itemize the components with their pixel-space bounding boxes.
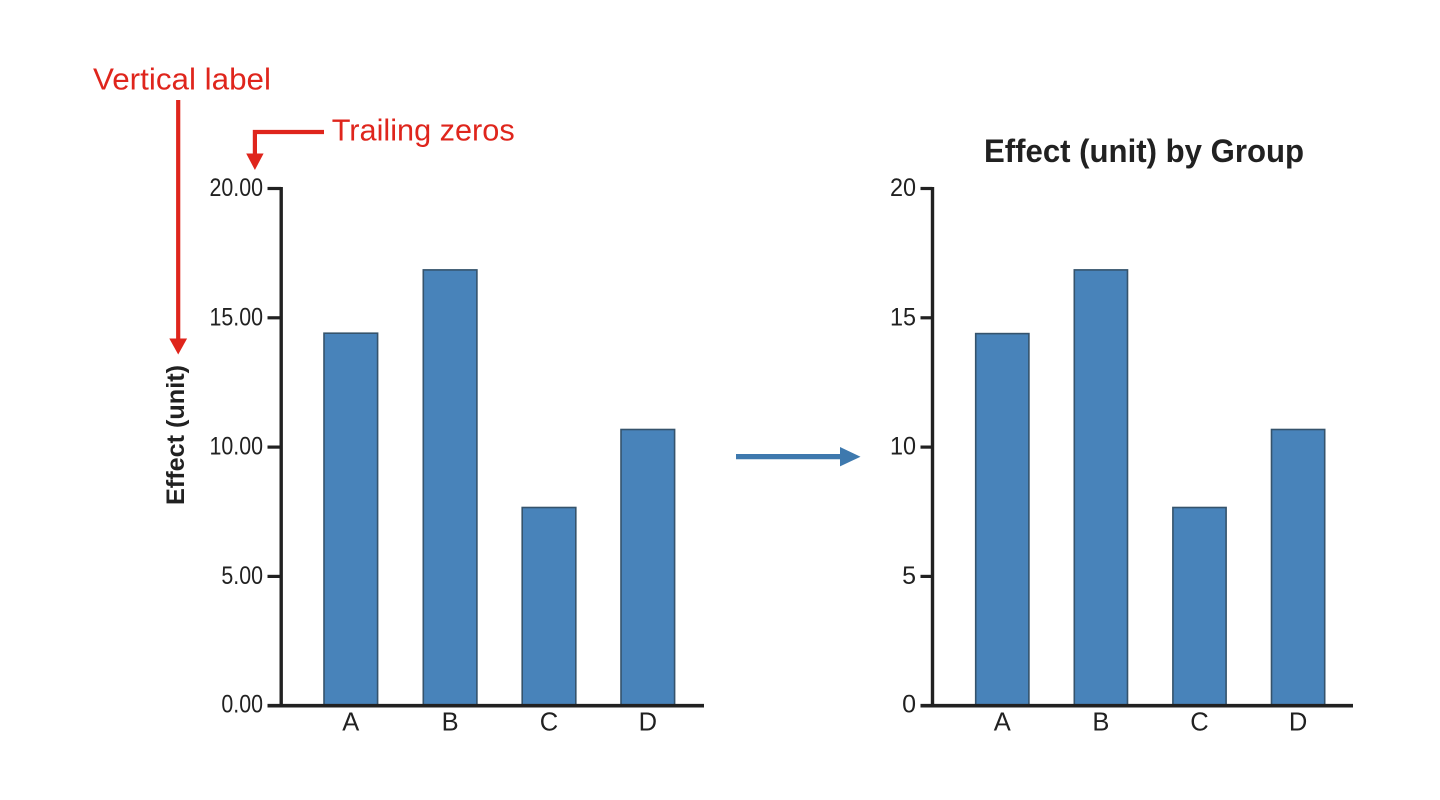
svg-text:5.00: 5.00 <box>221 562 263 590</box>
svg-text:D: D <box>1289 709 1307 737</box>
svg-text:5: 5 <box>902 562 916 590</box>
svg-text:C: C <box>1190 709 1208 737</box>
svg-text:20.00: 20.00 <box>210 174 264 202</box>
svg-text:Trailing zeros: Trailing zeros <box>332 112 515 147</box>
svg-text:D: D <box>639 709 657 737</box>
svg-text:10.00: 10.00 <box>210 433 264 461</box>
svg-text:15: 15 <box>890 303 916 331</box>
svg-text:Vertical label: Vertical label <box>93 61 271 96</box>
svg-text:A: A <box>994 709 1011 737</box>
svg-text:0: 0 <box>902 690 916 718</box>
svg-text:Effect (unit) by Group: Effect (unit) by Group <box>984 133 1304 169</box>
svg-text:C: C <box>540 709 558 737</box>
svg-text:B: B <box>442 709 459 737</box>
svg-text:10: 10 <box>890 433 916 461</box>
svg-text:20: 20 <box>890 174 916 202</box>
svg-text:B: B <box>1092 709 1109 737</box>
svg-text:15.00: 15.00 <box>210 303 264 331</box>
svg-text:0.00: 0.00 <box>221 690 263 718</box>
svg-text:A: A <box>342 709 359 737</box>
svg-text:Effect (unit): Effect (unit) <box>162 365 190 505</box>
